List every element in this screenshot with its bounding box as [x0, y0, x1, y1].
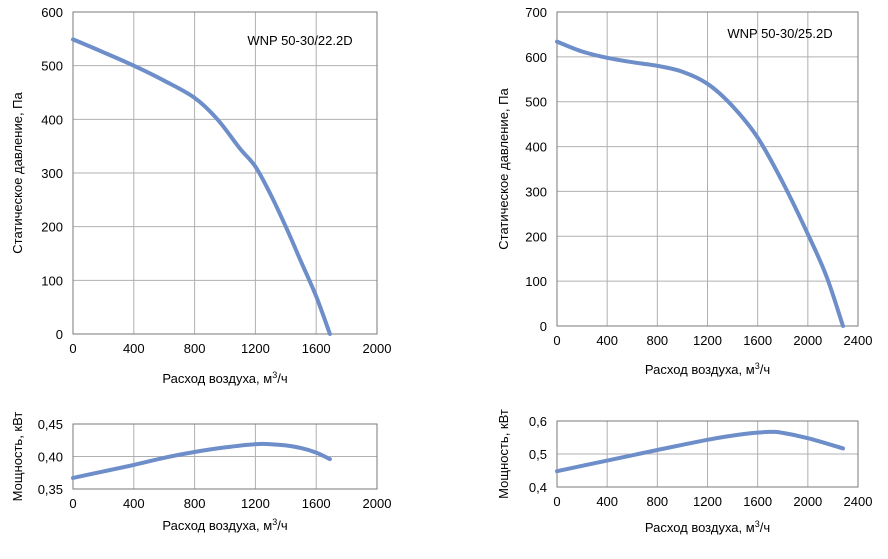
y-tick-label: 500 — [525, 95, 547, 110]
y-tick-label: 0,35 — [38, 482, 63, 497]
chart-left-pressure: 0 400 800 1200 1600 2000 0 100 200 300 400 500 600 Ра… — [10, 5, 391, 386]
chart-title: WNP 50-30/22.2D — [247, 33, 352, 48]
y-tick-label: 200 — [41, 220, 63, 235]
y-tick-label: 0,45 — [38, 417, 63, 432]
plot-frame — [72, 11, 378, 335]
x-tick-label: 1600 — [743, 333, 772, 348]
chart-title: WNP 50-30/25.2D — [727, 26, 832, 41]
x-axis-label: Расход воздуха, м3/ч — [162, 370, 287, 386]
chart-right-pressure: 0 400 800 1200 1600 2000 2400 0 100 200 300 400 500 6… — [496, 5, 872, 377]
y-tick-label: 300 — [41, 166, 63, 181]
x-tick-label: 2000 — [793, 494, 822, 509]
y-tick-label: 0,4 — [529, 480, 547, 495]
y-axis-label: Мощность, кВт — [10, 412, 25, 502]
x-axis-label: Расход воздуха, м3/ч — [645, 519, 770, 535]
x-tick-label: 2000 — [793, 333, 822, 348]
y-tick-label: 600 — [41, 5, 63, 20]
x-tick-label: 2400 — [844, 494, 873, 509]
x-tick-label: 0 — [69, 341, 76, 356]
y-tick-label: 500 — [41, 59, 63, 74]
plot-frame — [556, 11, 859, 327]
y-axis-label: Статическое давление, Па — [10, 92, 25, 254]
x-tick-label: 400 — [123, 341, 145, 356]
y-tick-label: 300 — [525, 184, 547, 199]
y-tick-label: 400 — [525, 140, 547, 155]
x-tick-label: 2000 — [363, 496, 392, 511]
y-tick-label: 0 — [540, 319, 547, 334]
x-tick-label: 0 — [553, 333, 560, 348]
x-tick-label: 800 — [646, 494, 668, 509]
x-tick-label: 1200 — [693, 494, 722, 509]
y-tick-label: 400 — [41, 112, 63, 127]
x-tick-label: 0 — [553, 494, 560, 509]
x-tick-label: 800 — [184, 496, 206, 511]
plot-frame — [556, 420, 859, 488]
x-tick-label: 0 — [69, 496, 76, 511]
y-tick-label: 700 — [525, 5, 547, 20]
y-tick-label: 0 — [56, 327, 63, 342]
y-tick-label: 100 — [525, 274, 547, 289]
x-axis-label: Расход воздуха, м3/ч — [162, 517, 287, 533]
x-tick-label: 1200 — [693, 333, 722, 348]
y-tick-label: 0,5 — [529, 447, 547, 462]
x-tick-label: 2000 — [363, 341, 392, 356]
plot-frame — [72, 423, 378, 490]
x-tick-label: 1200 — [241, 341, 270, 356]
x-tick-label: 1600 — [743, 494, 772, 509]
y-axis-label: Мощность, кВт — [496, 409, 511, 499]
series-line — [555, 39, 845, 328]
x-tick-label: 400 — [596, 494, 618, 509]
series-line — [71, 441, 332, 480]
chart-right-power: 0 400 800 1200 1600 2000 2400 0,4 0,5 0,6 Расход в… — [496, 409, 872, 535]
chart-left-power: 0 400 800 1200 1600 2000 0,35 0,40 0,45 Расход во… — [10, 412, 391, 533]
x-tick-label: 1600 — [302, 496, 331, 511]
x-tick-label: 400 — [596, 333, 618, 348]
y-axis-label: Статическое давление, Па — [496, 88, 511, 250]
series-line — [555, 429, 845, 474]
x-tick-label: 800 — [646, 333, 668, 348]
y-tick-label: 600 — [525, 50, 547, 65]
x-tick-label: 2400 — [844, 333, 873, 348]
x-tick-label: 1600 — [302, 341, 331, 356]
series-line — [71, 37, 332, 336]
y-tick-label: 0,6 — [529, 414, 547, 429]
y-tick-label: 200 — [525, 229, 547, 244]
x-tick-label: 800 — [184, 341, 206, 356]
y-tick-label: 0,40 — [38, 450, 63, 465]
x-axis-label: Расход воздуха, м3/ч — [645, 361, 770, 377]
x-tick-label: 400 — [123, 496, 145, 511]
y-tick-label: 100 — [41, 273, 63, 288]
x-tick-label: 1200 — [241, 496, 270, 511]
